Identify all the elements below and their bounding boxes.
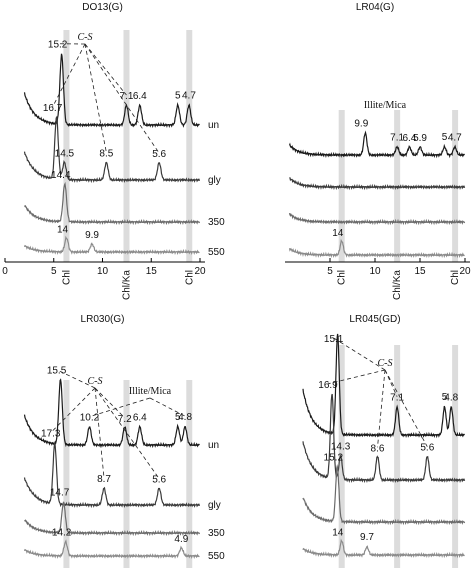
band-label: Chl/Ka [392, 270, 403, 300]
xrd-trace [290, 213, 465, 223]
annotation-link [85, 44, 106, 152]
peak-label: 15.2 [324, 453, 344, 464]
peak-label: 5 [175, 91, 181, 102]
band-label: Chl [61, 270, 72, 285]
peak-label: 14.3 [331, 442, 351, 453]
annotation-link [85, 44, 126, 95]
trace-label: 550 [208, 247, 225, 258]
x-tick-label: 5 [327, 266, 333, 277]
xrd-trace [25, 238, 200, 254]
band-label: Chl/Ka [121, 270, 132, 300]
xrd-trace [25, 184, 200, 223]
peak-label: 14.7 [50, 488, 70, 499]
xrd-trace [303, 541, 465, 557]
xrd-trace [25, 541, 200, 557]
peak-label: 8.5 [99, 148, 113, 159]
trace-label: 550 [208, 551, 225, 562]
peak-label: 14 [57, 225, 69, 236]
peak-label: 9.7 [360, 532, 374, 543]
peak-label: 9.9 [354, 119, 368, 130]
mineral-band [123, 30, 129, 262]
xrd-trace [25, 54, 200, 126]
peak-label: 4.9 [174, 534, 188, 545]
peak-label: 8.7 [97, 474, 111, 485]
mineral-band [186, 30, 192, 262]
x-tick-label: 10 [369, 266, 381, 277]
peak-label: 4.7 [448, 132, 462, 143]
peak-label: 16.7 [43, 103, 63, 114]
peak-label: 5.9 [413, 133, 427, 144]
xrd-trace [25, 502, 200, 534]
peak-label: 14 [332, 528, 344, 539]
x-tick-label: 20 [459, 266, 471, 277]
mineral-band [123, 380, 129, 568]
peak-label: 4.8 [178, 412, 192, 423]
peak-label: 5.6 [152, 475, 166, 486]
x-tick-label: 0 [2, 266, 8, 277]
trace-label: gly [208, 500, 221, 511]
trace-label: 350 [208, 528, 225, 539]
trace-label: un [208, 440, 219, 451]
panel-title: DO13(G) [82, 2, 123, 13]
peak-label: 7.1 [120, 91, 134, 102]
peak-label: 15.2 [48, 40, 68, 51]
xrd-trace [290, 133, 465, 157]
x-tick-label: 5 [51, 266, 57, 277]
mineral-band [63, 380, 69, 568]
annotation: Illite/Mica [129, 386, 172, 397]
peak-label: 16.9 [318, 380, 338, 391]
peak-label: 5 [442, 132, 448, 143]
peak-label: 5.6 [152, 149, 166, 160]
panel-title: LR045(GD) [349, 314, 400, 325]
peak-label: 14.2 [52, 527, 72, 538]
peak-label: 10.2 [80, 413, 100, 424]
x-tick-label: 20 [194, 266, 206, 277]
peak-label: 6.4 [133, 91, 147, 102]
xrd-trace [303, 394, 465, 481]
annotation: C-S [378, 358, 393, 369]
peak-label: 17.3 [41, 429, 61, 440]
annotation: Illite/Mica [364, 100, 407, 111]
mineral-band [394, 345, 400, 568]
peak-label: 9.9 [85, 230, 99, 241]
peak-label: 14.4 [51, 170, 71, 181]
peak-label: 15.5 [47, 366, 67, 377]
annotation-link [85, 44, 159, 153]
peak-label: 15.1 [324, 334, 344, 345]
peak-label: 14 [332, 228, 344, 239]
panel-title: LR04(G) [356, 2, 394, 13]
band-label: Chl [337, 270, 348, 285]
panel-title: LR030(G) [81, 314, 125, 325]
peak-label: 5.6 [420, 443, 434, 454]
trace-label: gly [208, 175, 221, 186]
xrd-trace [290, 241, 465, 257]
xrd-trace [290, 178, 465, 189]
x-tick-label: 15 [146, 266, 158, 277]
peak-label: 6.4 [133, 413, 147, 424]
peak-label: 4.8 [444, 392, 458, 403]
trace-label: un [208, 120, 219, 131]
annotation-link [95, 388, 104, 478]
x-tick-label: 15 [414, 266, 426, 277]
x-tick-label: 10 [97, 266, 109, 277]
peak-label: 8.6 [371, 443, 385, 454]
trace-label: 350 [208, 217, 225, 228]
peak-label: 4.7 [182, 91, 196, 102]
annotation: C-S [88, 376, 103, 387]
mineral-band [452, 345, 458, 568]
annotation: C-S [78, 32, 93, 43]
peak-label: 14.5 [55, 148, 75, 159]
